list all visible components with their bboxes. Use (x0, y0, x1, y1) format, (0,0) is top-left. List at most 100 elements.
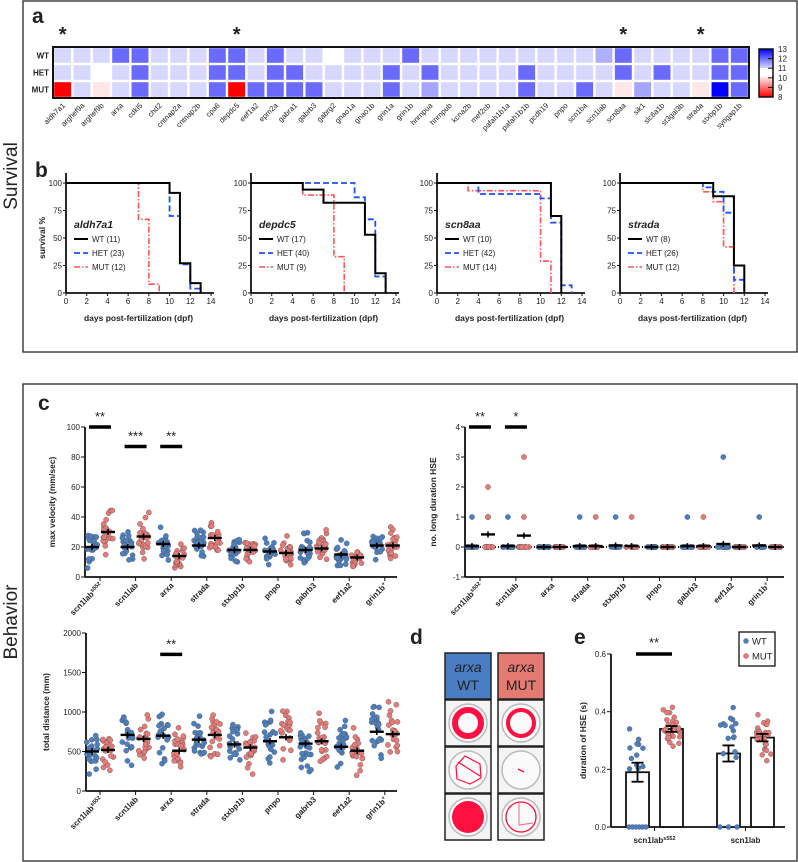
data-point-mut (392, 553, 399, 559)
data-point-wt (377, 549, 384, 555)
y-tick-label: 1000 (63, 708, 81, 717)
swim-track (455, 755, 482, 785)
data-point-wt (731, 734, 737, 740)
data-point-mut (316, 539, 323, 546)
data-point-wt (300, 530, 307, 537)
swim-track (452, 707, 484, 739)
x-tick-label: 14 (578, 297, 587, 306)
category-label: arxa (538, 581, 556, 599)
category-label: arxa (158, 581, 176, 599)
category-name: stxbp1b (600, 581, 628, 609)
data-point-mut (146, 509, 152, 516)
heatmap-cell (112, 48, 130, 63)
data-point-mut (177, 764, 184, 770)
data-point-mut (673, 719, 680, 726)
data-point-mut (385, 742, 391, 748)
significance-asterisk: * (619, 24, 627, 46)
heatmap-gene-label: pcdh19 (527, 101, 551, 125)
data-point-mut (349, 563, 356, 570)
heatmap-cell (711, 48, 729, 63)
swim-track (517, 768, 525, 773)
x-tick-label: 12 (186, 297, 195, 306)
data-point-wt (734, 824, 740, 830)
data-point-wt (119, 535, 126, 541)
data-point-wt (93, 766, 99, 772)
heatmap-gene-label: eef1a2 (238, 101, 261, 124)
data-point-wt (125, 735, 132, 741)
heatmap-cell (402, 65, 420, 80)
data-point-wt (342, 717, 349, 724)
data-point-mut (137, 521, 143, 527)
category-name: strada (188, 795, 212, 819)
x-tick-label: 10 (536, 297, 545, 306)
data-point-mut (142, 514, 149, 521)
x-tick-label: 6 (311, 297, 316, 306)
heatmap-cell (498, 65, 516, 80)
heatmap-gene-label: depdc5 (217, 101, 241, 125)
data-point-mut (278, 727, 284, 734)
heatmap-cell (344, 82, 362, 97)
data-point-mut (208, 523, 215, 529)
category-label: scn1labs552 (633, 836, 675, 845)
data-point-wt (159, 552, 165, 559)
data-point-mut (100, 736, 106, 743)
data-point-mut (387, 555, 394, 562)
data-point-wt (263, 556, 270, 562)
heatmap-cell (92, 65, 110, 80)
data-point-mut (173, 558, 180, 565)
heatmap-cell (692, 82, 710, 97)
significance-asterisk: * (697, 24, 705, 46)
data-point-wt (159, 745, 166, 751)
data-point-mut (664, 717, 670, 723)
heatmap-cell (170, 82, 188, 97)
x-tick-label: 8 (518, 297, 523, 306)
heatmap-cell (92, 82, 110, 97)
heatmap-cell (460, 82, 478, 97)
data-point-wt (640, 745, 646, 751)
data-point-mut (323, 541, 329, 547)
data-point-mut (393, 701, 400, 708)
bar-wt (716, 752, 741, 828)
significance-label: ** (95, 409, 105, 424)
data-point-wt (505, 514, 511, 520)
data-point-wt (576, 514, 583, 520)
data-point-wt (237, 757, 243, 763)
data-point-mut (353, 753, 360, 760)
category-name: gabrb3 (293, 581, 319, 607)
y-tick-label: 0.4 (595, 708, 607, 717)
heatmap-gene-label: scn8aa (604, 100, 628, 124)
data-point-mut (214, 528, 221, 535)
x-tick-label: 6 (497, 297, 502, 306)
category-label: eef1a2 (330, 581, 354, 605)
data-point-wt (307, 539, 313, 546)
data-point-mut (100, 764, 107, 771)
data-point-mut (768, 751, 774, 757)
data-point-wt (272, 730, 279, 736)
data-point-mut (213, 719, 220, 725)
data-point-wt (230, 721, 236, 728)
legend-label: MUT (9) (277, 263, 307, 272)
data-point-mut (207, 744, 213, 751)
x-tick-label: 12 (740, 297, 749, 306)
colorbar-tick-label: 8 (778, 93, 783, 102)
category-name: stxbp1b (219, 795, 247, 823)
data-point-wt (165, 557, 172, 563)
data-point-wt (200, 534, 207, 540)
category-name: eef1a2 (330, 795, 354, 819)
data-point-wt (371, 742, 378, 749)
heatmap-row-label: MUT (32, 86, 49, 95)
y-axis-label: survival % (37, 217, 47, 259)
data-point-mut (243, 540, 250, 546)
category-name: scn1lab (68, 590, 96, 618)
data-point-wt (304, 555, 311, 562)
data-point-wt (725, 735, 731, 742)
swim-track (505, 801, 537, 833)
data-point-wt (338, 537, 344, 543)
behavior-section-frame (22, 383, 798, 862)
data-point-wt (343, 540, 350, 547)
data-point-mut (485, 484, 491, 490)
data-point-wt (83, 739, 90, 746)
data-point-wt (298, 764, 305, 771)
data-point-mut (521, 454, 527, 460)
